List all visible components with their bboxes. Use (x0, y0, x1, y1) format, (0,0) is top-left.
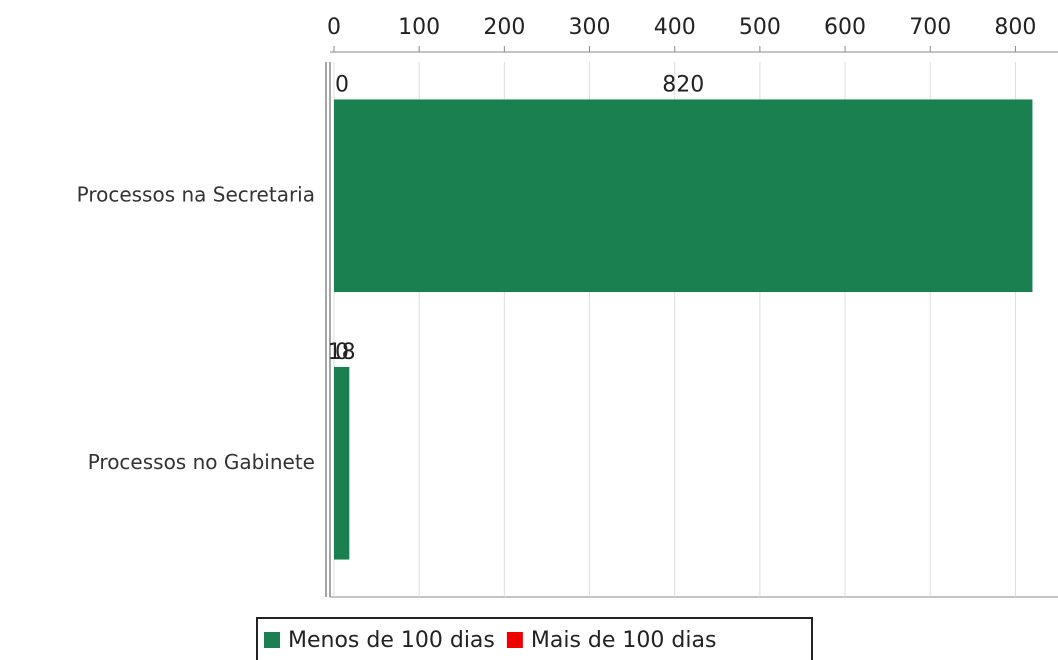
legend-label: Menos de 100 dias (288, 628, 495, 653)
legend-swatch (506, 632, 523, 648)
bar (334, 366, 350, 560)
x-tick-label: 600 (824, 15, 866, 40)
x-tick-label: 200 (483, 15, 525, 40)
legend-swatch (264, 632, 280, 648)
x-tick-label: 100 (398, 15, 440, 40)
x-tick-label: 0 (327, 15, 341, 40)
bar (334, 99, 1033, 293)
legend-box (256, 617, 813, 660)
x-tick-label: 700 (909, 15, 951, 40)
data-label: 0 (335, 72, 349, 97)
data-label: 820 (662, 72, 704, 97)
y-tick-label: Processos na Secretaria (77, 182, 315, 206)
legend-label: Mais de 100 dias (531, 628, 717, 653)
data-label: 18 (328, 340, 356, 365)
y-tick-label: Processos no Gabinete (88, 450, 315, 474)
x-tick-label: 400 (654, 15, 696, 40)
x-tick-label: 500 (739, 15, 781, 40)
x-tick-label: 800 (994, 15, 1036, 40)
x-tick-label: 300 (569, 15, 611, 40)
data-label: 0 (335, 340, 349, 365)
